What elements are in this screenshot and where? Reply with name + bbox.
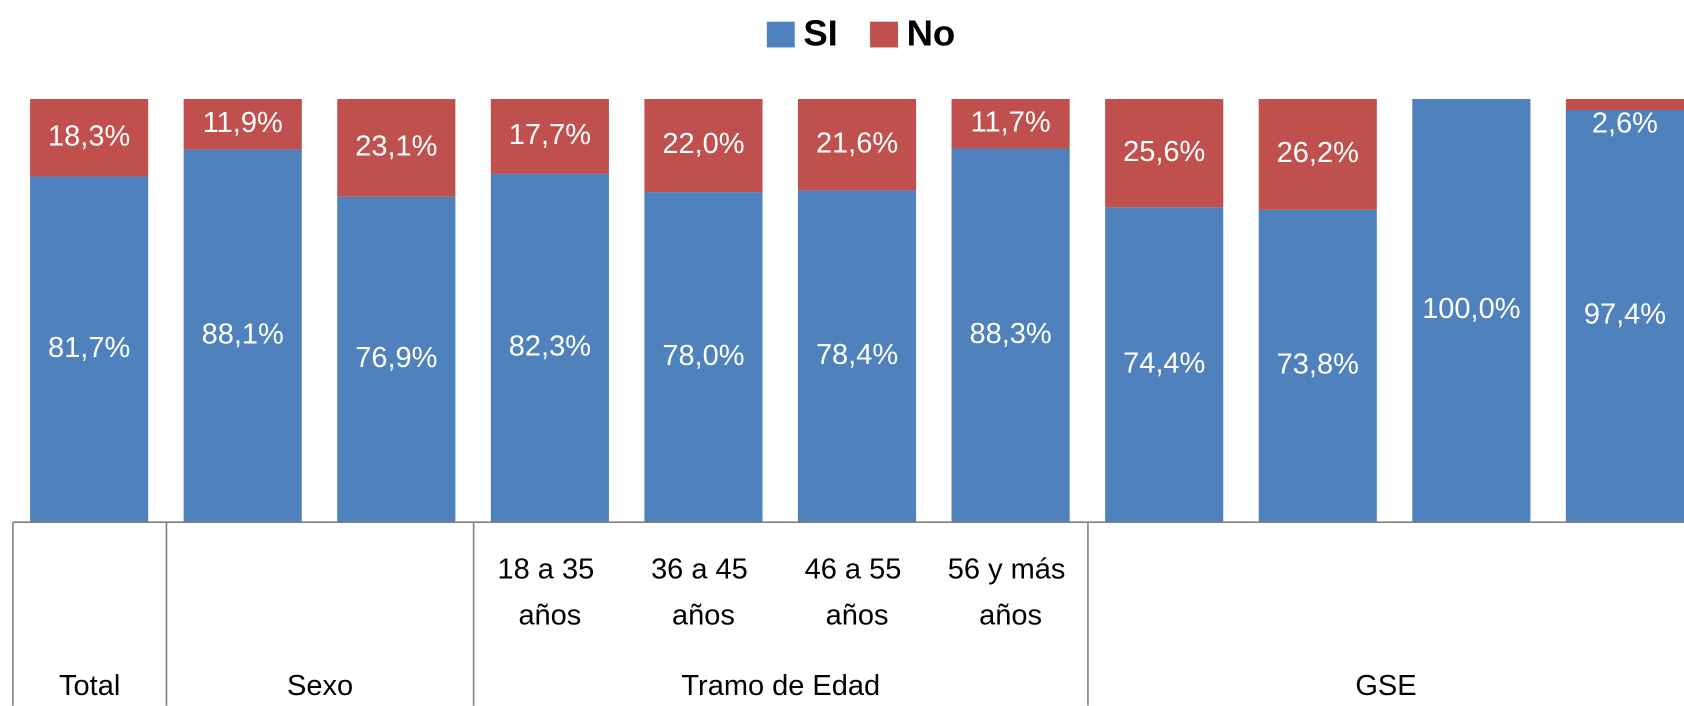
group-label: GSE	[1355, 670, 1416, 702]
label-line: 46 a 55	[805, 553, 910, 585]
label-line: 36 a 45	[651, 553, 756, 585]
value-label: 88,3%	[970, 318, 1052, 350]
value-label: 81,7%	[48, 332, 130, 364]
bar-segment	[951, 99, 1070, 149]
value-label: 2,6%	[1592, 107, 1658, 139]
bar-segment	[30, 99, 149, 177]
bar-segment	[1105, 99, 1224, 208]
label-line: años	[979, 599, 1042, 631]
label-line: 56 y más	[948, 553, 1074, 585]
bar-segment	[337, 196, 456, 523]
bar-segment	[797, 190, 917, 523]
bar-segment	[490, 99, 609, 174]
value-label: 100,0%	[1422, 293, 1520, 325]
label-line: años	[518, 599, 581, 631]
bar-segment	[490, 173, 609, 523]
bar-segment	[1412, 99, 1531, 523]
group-label: Total	[59, 670, 120, 702]
group-label: Sexo	[287, 670, 353, 702]
value-label: 82,3%	[509, 331, 591, 363]
value-label: 73,8%	[1277, 349, 1359, 381]
value-label: 22,0%	[662, 128, 744, 160]
legend-swatch	[870, 21, 898, 48]
bar-segment	[337, 99, 456, 197]
bar-segment	[183, 99, 302, 150]
bar-segment	[183, 149, 302, 523]
value-label: 23,1%	[355, 131, 437, 163]
label-line: 18 a 35	[497, 553, 602, 585]
x-tick-label: 18 a 35 años	[497, 553, 602, 631]
value-label: 18,3%	[48, 120, 130, 152]
bar-segment	[951, 148, 1070, 523]
value-label: 76,9%	[355, 342, 437, 374]
legend-label: No	[907, 12, 956, 53]
bar-segment	[644, 99, 763, 193]
value-label: 21,6%	[816, 127, 898, 159]
bar-segment	[644, 192, 763, 523]
label-line: años	[672, 599, 735, 631]
value-label: 11,9%	[203, 107, 283, 139]
bar-segment	[1105, 207, 1224, 523]
value-label: 17,7%	[509, 119, 591, 151]
value-label: 78,0%	[662, 340, 744, 372]
x-tick-label: 46 a 55 años	[805, 553, 910, 631]
x-tick-label: 36 a 45 años	[651, 553, 756, 631]
legend-label: SI	[803, 12, 838, 53]
value-label: 88,1%	[202, 318, 284, 350]
bar-segment	[1258, 99, 1377, 210]
bar-segment	[797, 99, 917, 191]
bar-segment	[1258, 209, 1377, 523]
bar-segment	[1565, 110, 1684, 523]
legend-swatch	[766, 21, 795, 48]
value-label: 74,4%	[1123, 347, 1205, 379]
value-label: 25,6%	[1123, 136, 1205, 168]
value-label: 78,4%	[816, 339, 898, 371]
bar-segment	[30, 176, 149, 523]
x-tick-label: 56 y más años	[948, 553, 1074, 631]
value-label: 26,2%	[1277, 137, 1359, 169]
bar-segment	[1565, 99, 1684, 111]
group-label: Tramo de Edad	[681, 670, 880, 702]
label-line: años	[826, 599, 889, 631]
value-label: 97,4%	[1584, 299, 1666, 331]
value-label: 11,7%	[971, 106, 1051, 138]
